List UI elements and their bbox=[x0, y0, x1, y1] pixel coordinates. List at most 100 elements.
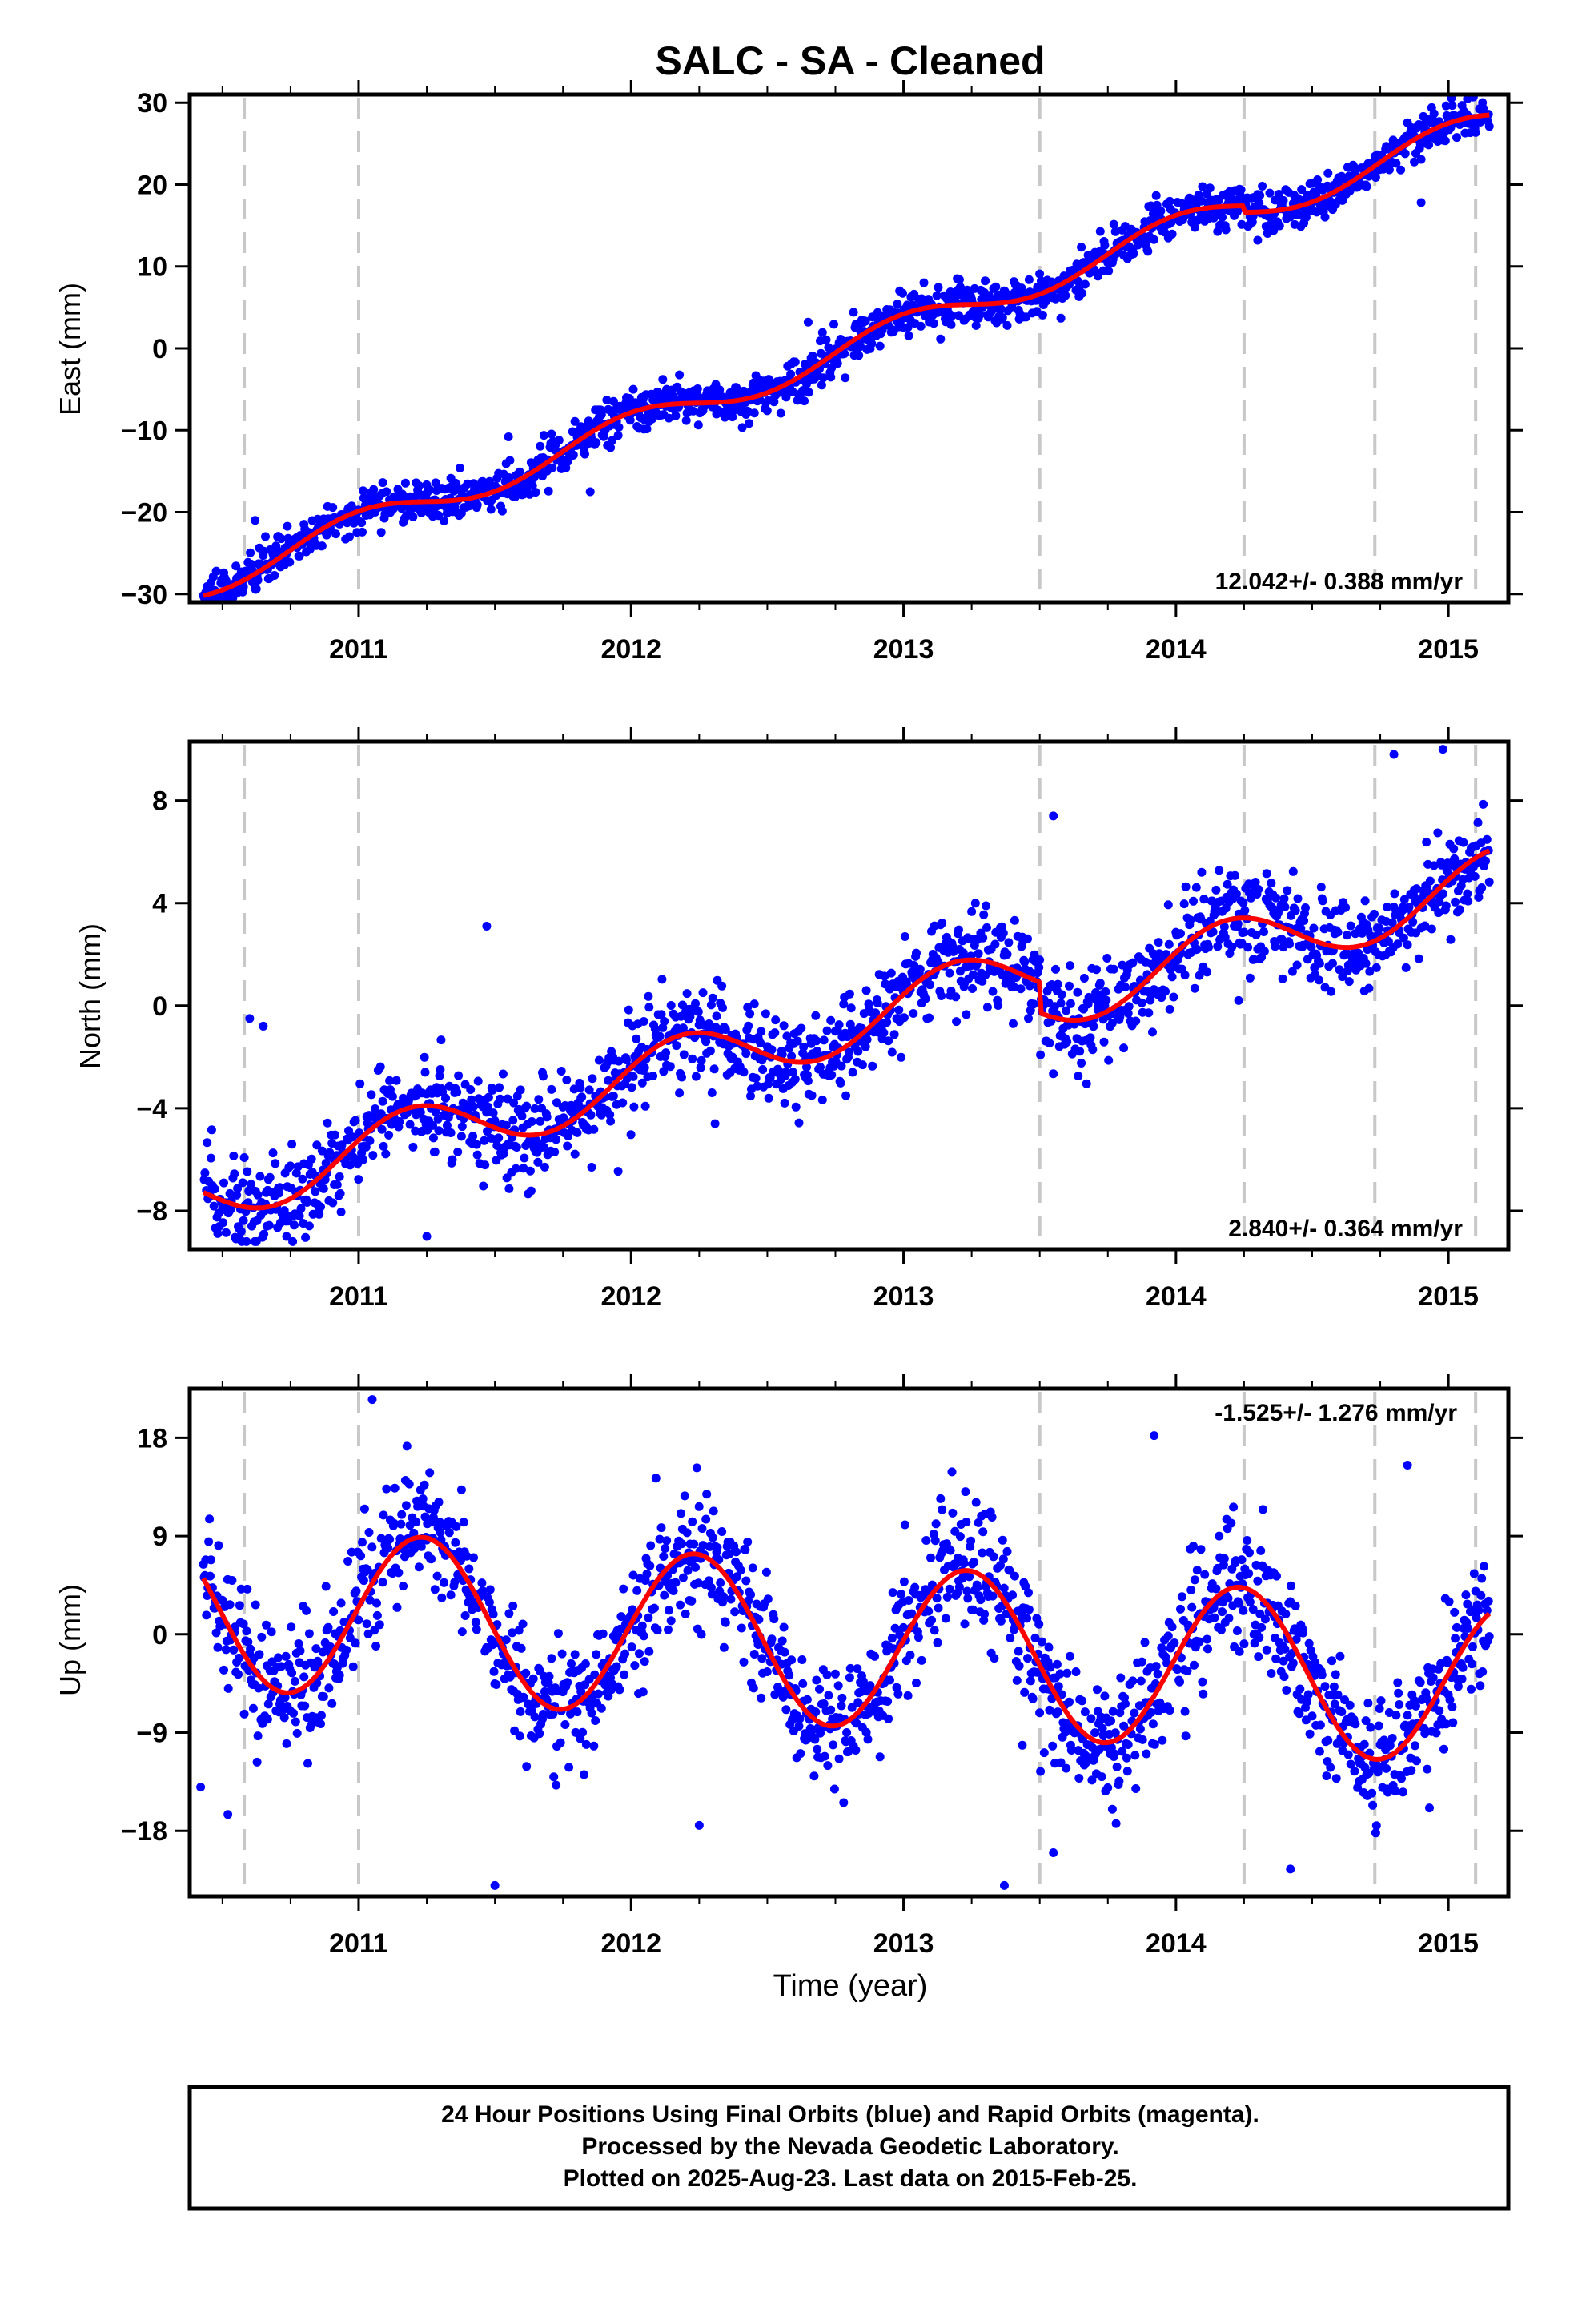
data-point bbox=[1272, 1571, 1281, 1581]
data-point bbox=[210, 1184, 219, 1194]
data-point bbox=[486, 505, 496, 514]
data-point bbox=[387, 1092, 397, 1101]
data-point bbox=[515, 1731, 524, 1741]
data-point bbox=[317, 1711, 326, 1720]
data-point bbox=[982, 923, 991, 932]
data-point bbox=[580, 1770, 588, 1779]
outlier-point bbox=[422, 1232, 432, 1241]
data-point bbox=[1227, 1518, 1236, 1528]
data-point bbox=[205, 1514, 215, 1524]
data-point bbox=[416, 508, 426, 517]
data-point bbox=[1256, 1546, 1266, 1555]
outlier-point bbox=[1150, 1431, 1159, 1441]
data-point bbox=[1024, 1605, 1034, 1614]
data-point bbox=[710, 1119, 720, 1128]
data-point bbox=[1449, 844, 1459, 854]
data-point bbox=[737, 423, 747, 432]
data-point bbox=[1307, 1711, 1317, 1721]
data-point bbox=[1305, 1729, 1315, 1739]
data-point bbox=[1004, 938, 1014, 947]
data-point bbox=[1391, 1711, 1401, 1720]
data-point bbox=[472, 1150, 482, 1160]
data-point bbox=[1093, 1685, 1102, 1695]
data-point bbox=[1203, 1644, 1212, 1654]
data-point bbox=[412, 1518, 421, 1527]
data-point bbox=[656, 1523, 666, 1533]
data-point bbox=[526, 1186, 536, 1196]
data-point bbox=[227, 1576, 237, 1585]
data-point bbox=[618, 1098, 628, 1108]
data-point bbox=[884, 1714, 893, 1723]
data-point bbox=[662, 1536, 672, 1546]
data-point bbox=[328, 503, 338, 513]
data-point bbox=[640, 1101, 650, 1111]
data-point bbox=[1077, 243, 1086, 252]
data-point bbox=[1062, 1037, 1072, 1047]
data-point bbox=[644, 1003, 654, 1012]
data-point bbox=[1275, 221, 1284, 231]
data-point bbox=[362, 1619, 371, 1629]
data-point bbox=[365, 1136, 375, 1145]
data-point bbox=[1366, 1723, 1375, 1732]
data-point bbox=[749, 999, 759, 1009]
data-point bbox=[790, 357, 800, 367]
data-point bbox=[757, 1693, 766, 1703]
data-point bbox=[327, 1699, 337, 1708]
data-point bbox=[894, 1005, 904, 1015]
data-point bbox=[295, 1646, 305, 1655]
data-point bbox=[1114, 1776, 1124, 1786]
data-point bbox=[564, 1763, 574, 1772]
data-point bbox=[817, 328, 827, 337]
data-point bbox=[1371, 1821, 1381, 1831]
data-point bbox=[758, 1065, 768, 1074]
data-point bbox=[1186, 1586, 1196, 1594]
data-point bbox=[982, 901, 990, 911]
data-point bbox=[329, 1607, 339, 1616]
data-point bbox=[219, 1665, 228, 1675]
data-point bbox=[225, 1600, 235, 1610]
data-point bbox=[947, 311, 957, 320]
data-point bbox=[592, 1650, 601, 1659]
data-point bbox=[933, 1638, 942, 1647]
data-point bbox=[207, 1153, 215, 1163]
data-point bbox=[1382, 1763, 1391, 1773]
data-point bbox=[1371, 173, 1380, 182]
data-point bbox=[437, 1593, 447, 1602]
data-point bbox=[1024, 1014, 1033, 1023]
data-point bbox=[1034, 963, 1044, 972]
data-point bbox=[1258, 182, 1267, 191]
data-point bbox=[1415, 1678, 1425, 1687]
data-point bbox=[1110, 227, 1120, 236]
data-point bbox=[657, 975, 667, 984]
data-point bbox=[926, 1553, 935, 1562]
data-point bbox=[1012, 1675, 1022, 1685]
data-point bbox=[1176, 1604, 1185, 1614]
data-point bbox=[1002, 1546, 1012, 1556]
data-point bbox=[1122, 1767, 1132, 1776]
data-point bbox=[1371, 963, 1381, 972]
data-point bbox=[829, 320, 838, 329]
data-point bbox=[888, 1588, 897, 1598]
figure-title: SALC - SA - Cleaned bbox=[655, 38, 1045, 83]
data-point bbox=[425, 485, 435, 495]
data-point bbox=[464, 1564, 474, 1574]
data-point bbox=[1123, 1740, 1133, 1749]
data-point bbox=[1107, 1804, 1117, 1814]
data-point bbox=[697, 1630, 706, 1639]
data-point bbox=[671, 411, 681, 420]
data-point bbox=[1034, 1619, 1044, 1629]
data-point bbox=[479, 1181, 488, 1191]
data-point bbox=[824, 1691, 833, 1700]
data-point bbox=[1130, 1751, 1140, 1760]
data-point bbox=[1293, 194, 1303, 203]
data-point bbox=[299, 1672, 309, 1682]
data-point bbox=[563, 1678, 572, 1687]
data-point bbox=[857, 1060, 867, 1070]
data-point bbox=[1056, 999, 1066, 1008]
data-point bbox=[602, 396, 612, 404]
data-point bbox=[317, 541, 327, 551]
data-point bbox=[550, 1148, 560, 1156]
data-point bbox=[275, 1183, 284, 1192]
data-point bbox=[263, 1715, 272, 1724]
